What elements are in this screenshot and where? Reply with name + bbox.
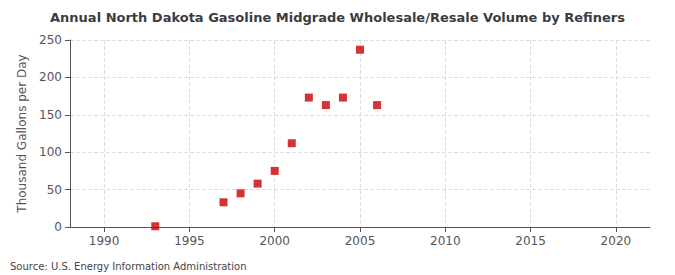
svg-text:200: 200: [39, 70, 62, 84]
svg-text:50: 50: [47, 183, 62, 197]
svg-text:Source: U.S. Energy Informatio: Source: U.S. Energy Information Administ…: [10, 261, 247, 272]
svg-text:150: 150: [39, 108, 62, 122]
svg-text:1995: 1995: [174, 234, 205, 248]
svg-text:2020: 2020: [601, 234, 632, 248]
svg-text:0: 0: [54, 220, 62, 234]
svg-text:2005: 2005: [345, 234, 376, 248]
svg-text:250: 250: [39, 33, 62, 47]
svg-text:2000: 2000: [259, 234, 290, 248]
svg-text:2015: 2015: [515, 234, 546, 248]
svg-text:100: 100: [39, 145, 62, 159]
svg-text:2010: 2010: [430, 234, 461, 248]
svg-text:Thousand Gallons per Day: Thousand Gallons per Day: [15, 54, 29, 213]
svg-text:Annual North Dakota Gasoline M: Annual North Dakota Gasoline Midgrade Wh…: [50, 10, 625, 25]
svg-text:1990: 1990: [89, 234, 120, 248]
